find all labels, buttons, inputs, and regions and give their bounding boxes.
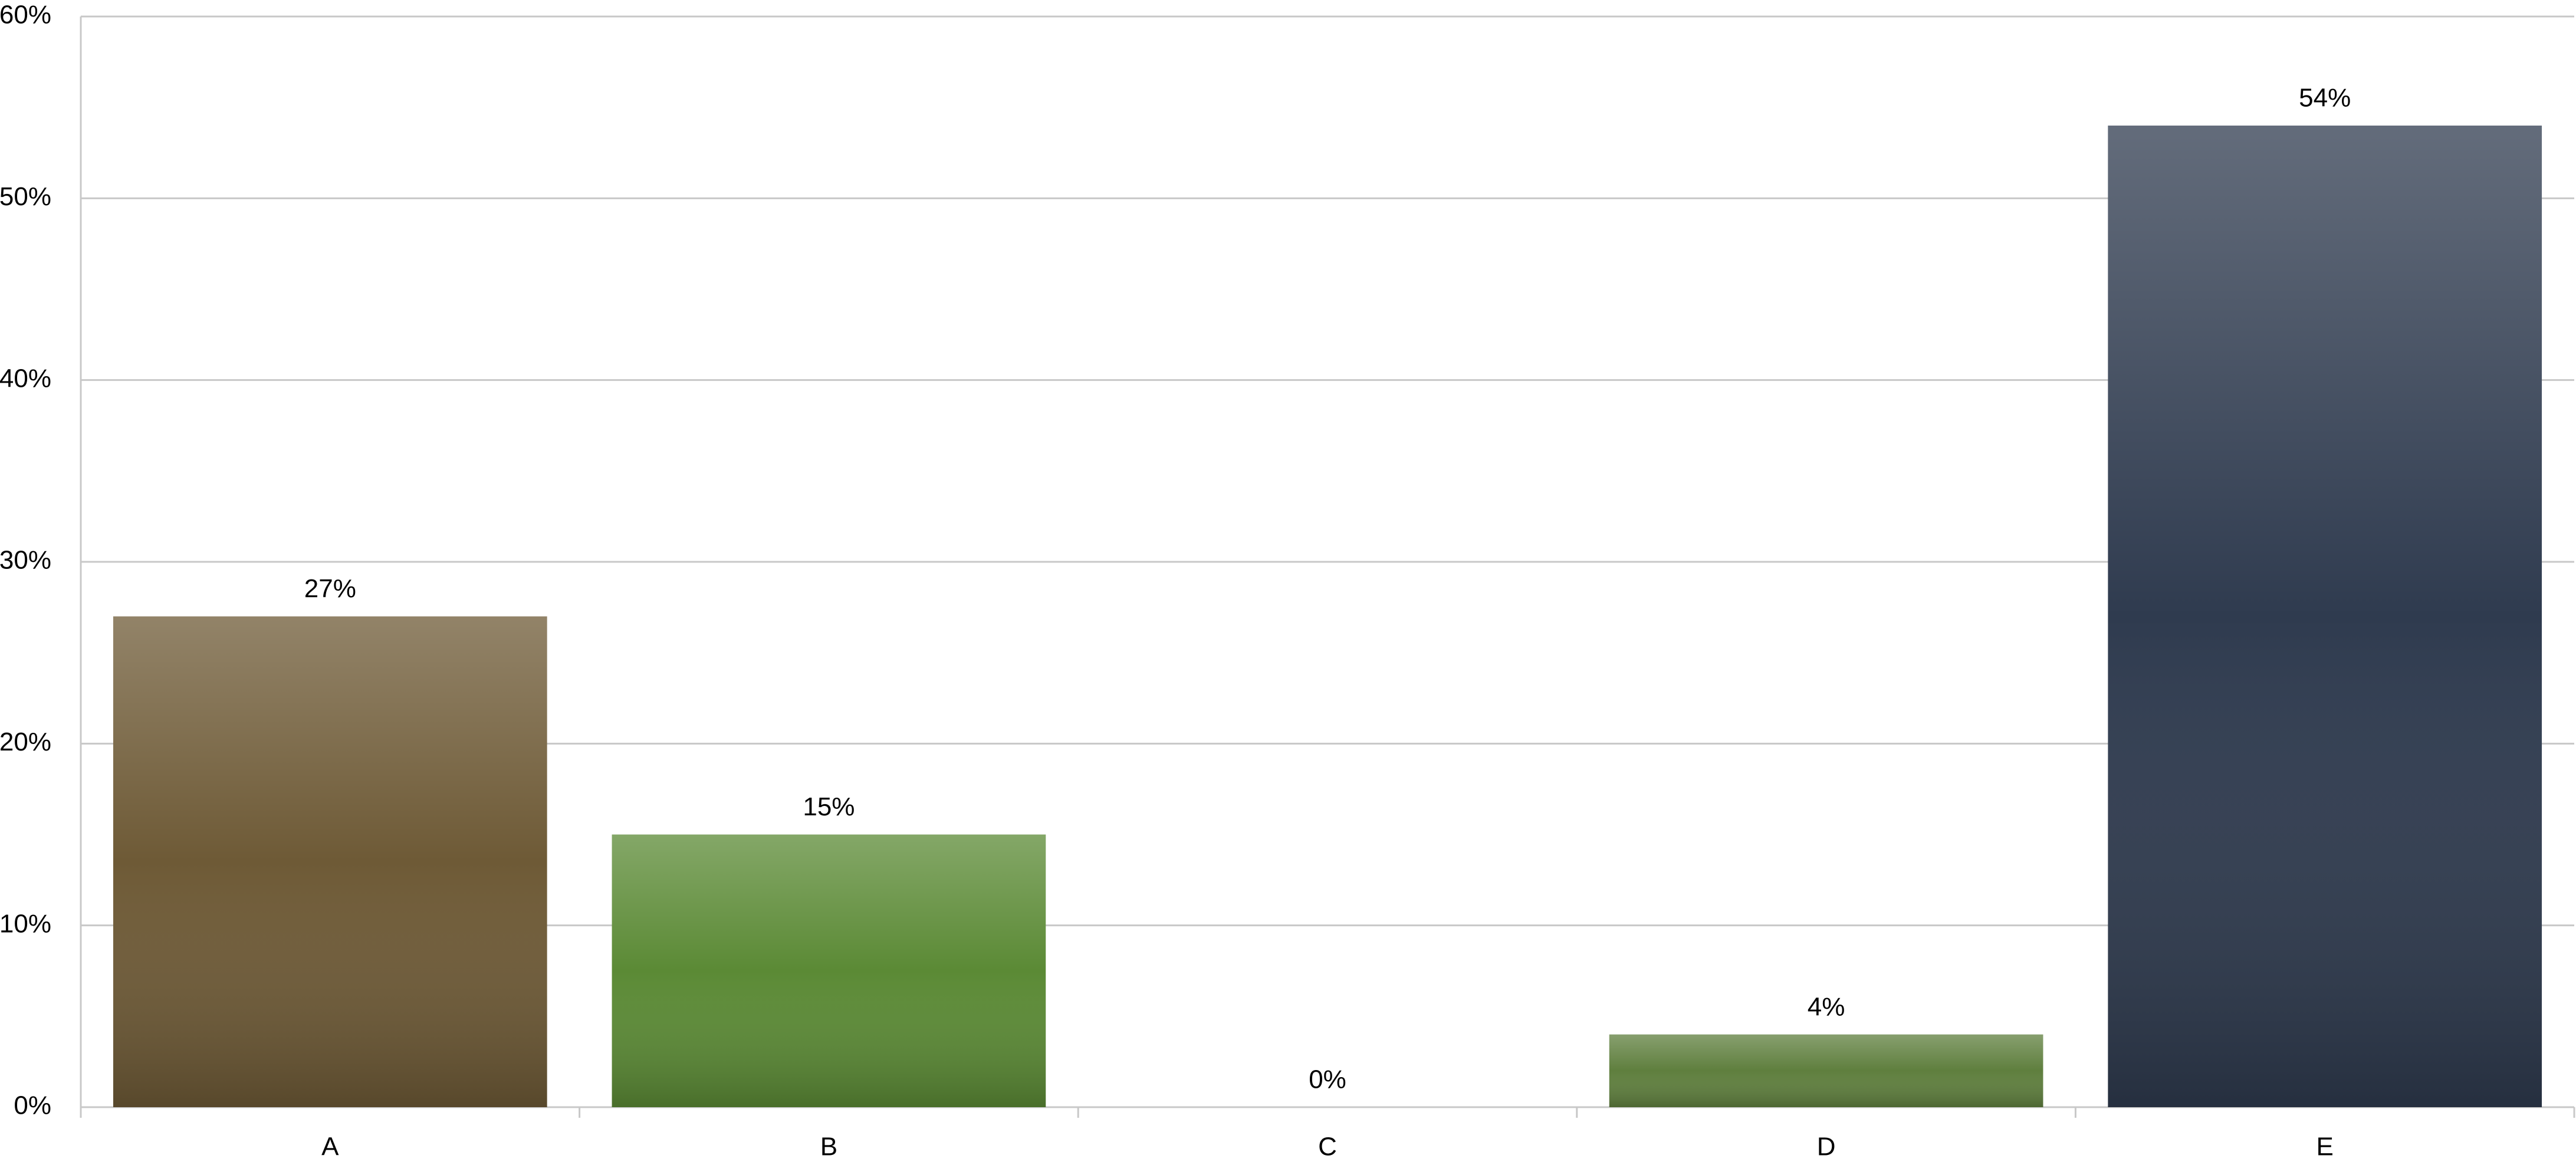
- y-tick-label: 60%: [0, 1, 51, 29]
- x-tick-label: C: [1318, 1133, 1337, 1161]
- y-tick-label: 50%: [0, 182, 51, 211]
- data-label: 0%: [1309, 1065, 1346, 1094]
- y-tick-label: 0%: [14, 1091, 51, 1120]
- x-tick-label: D: [1817, 1133, 1836, 1161]
- y-tick-label: 30%: [0, 546, 51, 575]
- x-tick-label: B: [820, 1133, 837, 1161]
- x-tick-label: E: [2317, 1133, 2334, 1161]
- data-label: 27%: [304, 574, 356, 603]
- bar-shade: [612, 834, 1046, 1107]
- y-tick-label: 10%: [0, 909, 51, 938]
- bar-shade: [113, 616, 547, 1107]
- bar-shade: [1609, 1034, 2043, 1107]
- y-tick-label: 40%: [0, 364, 51, 393]
- data-label: 54%: [2299, 84, 2351, 113]
- bar-shade: [2108, 126, 2542, 1107]
- x-tick-label: A: [321, 1133, 339, 1161]
- data-label: 4%: [1808, 992, 1845, 1021]
- data-label: 15%: [803, 792, 855, 821]
- y-tick-label: 20%: [0, 728, 51, 756]
